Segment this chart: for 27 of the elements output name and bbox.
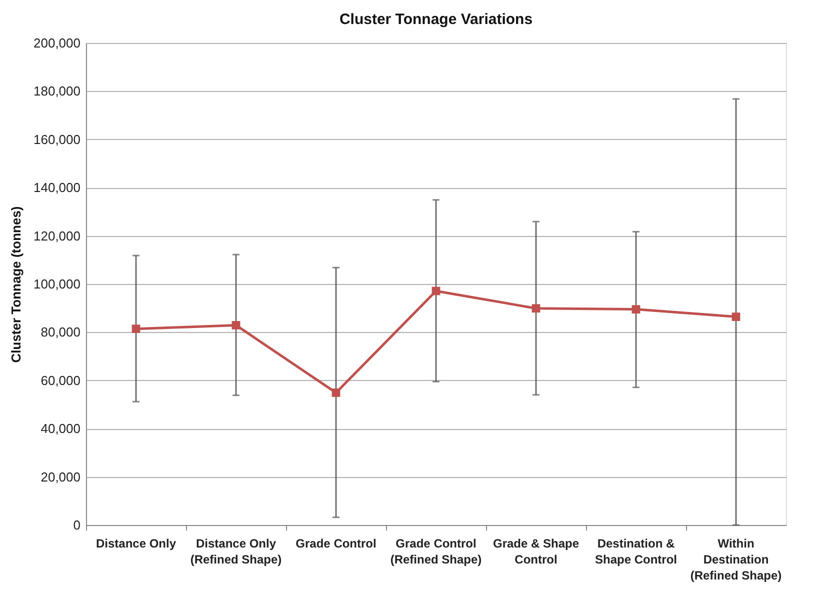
point	[132, 324, 140, 334]
y-tick-label: 100,000	[34, 276, 80, 292]
x-tick-label: Distance Only (Refined Shape)	[190, 536, 282, 566]
point	[432, 286, 440, 296]
x-tick-label: Grade Control	[296, 536, 376, 550]
point	[332, 388, 340, 397]
y-axis-title: Cluster Tonnage (tonnes)	[8, 206, 24, 363]
y-tick-label: 0	[73, 518, 80, 532]
y-tick-label: 20,000	[40, 469, 80, 484]
x-tick-label: Distance Only	[96, 536, 176, 550]
y-tick-label: 40,000	[40, 421, 80, 436]
x-tick-label: Within Destination (Refined Shape)	[690, 536, 782, 582]
y-tick-label: 200,000	[34, 36, 80, 50]
y-tick-label: 140,000	[34, 180, 80, 196]
x-tick-label: Destination & Shape Control	[594, 536, 678, 566]
x-tick-label: Grade Control (Refined Shape)	[390, 536, 482, 566]
point	[632, 305, 640, 314]
y-tick-label: 180,000	[34, 84, 80, 99]
chart-title: Cluster Tonnage Variations	[339, 11, 533, 28]
point	[732, 312, 740, 321]
point	[532, 304, 540, 313]
y-tick-label: 120,000	[34, 228, 80, 244]
y-tick-label: 80,000	[40, 324, 80, 340]
y-tick-label: 60,000	[40, 372, 80, 388]
point	[232, 321, 240, 330]
x-tick-label: Grade & Shape Control	[492, 536, 580, 566]
y-tick-label: 160,000	[34, 132, 80, 147]
